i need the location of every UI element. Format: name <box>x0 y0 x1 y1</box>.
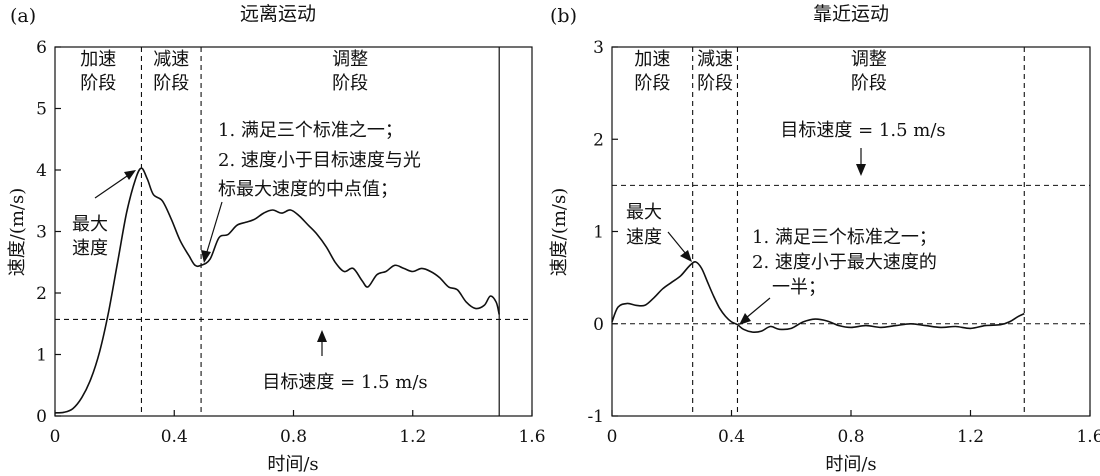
panel-b-phase-label-2-line2: 阶段 <box>851 73 887 94</box>
panel-b-peak-arrow-head <box>680 250 692 262</box>
panel-b-xtick-label-1: 0.4 <box>718 427 745 447</box>
panel-b-criteria-arrow <box>745 297 771 319</box>
panel-a-criteria-arrow <box>205 201 223 256</box>
panel-a-ytick-label-1: 1 <box>36 346 47 366</box>
panel-a-criteria-arrow-head <box>201 250 211 263</box>
panel-a-phase-label-1-line1: 减速 <box>153 49 189 70</box>
panel-b-letter: (b) <box>550 5 577 27</box>
panel-b-ytick-label-4: 3 <box>593 38 604 58</box>
panel-a-ylabel: 速度/(m/s) <box>7 188 28 276</box>
panel-b-xlabel: 时间/s <box>825 454 876 475</box>
panel-b-peak-label-1: 最大 <box>626 202 662 223</box>
panel-a-ytick-label-2: 2 <box>36 284 47 304</box>
panel-b-phase-label-1-line2: 阶段 <box>697 73 733 94</box>
panel-b-peak-label-2: 速度 <box>626 227 662 248</box>
panel-a-phase-label-2-line2: 阶段 <box>332 73 368 94</box>
panel-b-xtick-label-3: 1.2 <box>957 427 984 447</box>
panel-b-xtick-label-0: 0 <box>607 427 618 447</box>
panel-b-target-arrow-head <box>856 164 866 176</box>
panel-b-phase-label-0-line1: 加速 <box>634 49 670 70</box>
panel-a-xtick-label-3: 1.2 <box>399 427 426 447</box>
panel-b-peak-arrow <box>667 231 687 255</box>
panel-a-peak-arrow <box>94 173 131 199</box>
panel-a-ytick-label-6: 6 <box>36 38 47 58</box>
panel-b-ytick-label-1: 0 <box>593 315 604 335</box>
panel-b-ytick-label-2: 1 <box>593 223 604 243</box>
panel-a-xlabel: 时间/s <box>267 454 318 475</box>
panel-a-letter: (a) <box>10 5 36 27</box>
panel-b-target-label: 目标速度 = 1.5 m/s <box>780 120 945 141</box>
panel-a-criteria-3: 标最大速度的中点值； <box>218 179 398 200</box>
panel-b-phase-label-2-line1: 调整 <box>851 49 887 70</box>
panel-a-ytick-label-4: 4 <box>36 161 47 181</box>
panel-a: (a) 远离运动 0 0.4 0.8 1.2 1.6 0 1 2 3 4 5 6 速度/(m/s) 时… <box>7 3 546 475</box>
panel-a-phase-label-0-line2: 阶段 <box>80 73 116 94</box>
panel-b-guides <box>612 47 1090 416</box>
panel-b-speed-line <box>611 261 1025 334</box>
panel-a-target-label: 目标速度 = 1.5 m/s <box>262 372 427 393</box>
panel-a-ytick-label-3: 3 <box>36 223 47 243</box>
panel-b-title: 靠近运动 <box>813 3 889 25</box>
panel-b-xtick-label-2: 0.8 <box>837 427 864 447</box>
panel-b-criteria-arrow-head <box>739 313 751 325</box>
panel-b-ytick-label-3: 2 <box>593 130 604 150</box>
panel-a-phase-label-0-line1: 加速 <box>80 49 116 70</box>
panel-b-phase-label-1-line1: 減速 <box>697 49 733 70</box>
panel-a-speed-line <box>54 167 500 414</box>
panel-a-peak-label-1: 最大 <box>72 214 108 235</box>
panel-b-phase-label-0-line2: 阶段 <box>634 73 670 94</box>
panel-a-title: 远离运动 <box>240 3 316 25</box>
panel-a-peak-label-2: 速度 <box>72 238 108 259</box>
panel-a-ytick-label-0: 0 <box>36 407 47 427</box>
panel-a-xtick-label-1: 0.4 <box>161 427 188 447</box>
panel-a-xtick-label-0: 0 <box>50 427 61 447</box>
panel-a-plot-frame <box>54 46 533 417</box>
panel-a-criteria-1: 1. 满足三个标准之一； <box>218 120 403 141</box>
panel-b-xtick-label-4: 1.6 <box>1076 427 1100 447</box>
panel-b-ylabel: 速度/(m/s) <box>549 188 570 276</box>
panel-a-xtick-label-4: 1.6 <box>518 427 545 447</box>
panel-a-axes: 0 0.4 0.8 1.2 1.6 0 1 2 3 4 5 6 <box>36 38 545 447</box>
panel-b-criteria-3: 一半； <box>772 277 826 298</box>
panel-a-criteria-2: 2. 速度小于目标速度与光 <box>218 150 421 171</box>
panel-b-criteria-2: 2. 速度小于最大速度的 <box>752 252 937 273</box>
panel-a-peak-arrow-head <box>124 170 136 180</box>
panel-a-phase-label-1-line2: 阶段 <box>153 73 189 94</box>
panel-a-guides <box>55 47 532 416</box>
panel-a-ytick-label-5: 5 <box>36 100 47 120</box>
panel-a-target-arrow-head <box>317 330 327 342</box>
panel-a-xtick-label-2: 0.8 <box>280 427 307 447</box>
panel-b-ytick-label-0: -1 <box>587 407 604 427</box>
panel-b-criteria-1: 1. 满足三个标准之一； <box>752 227 937 248</box>
panel-a-phase-label-2-line1: 调整 <box>332 49 368 70</box>
